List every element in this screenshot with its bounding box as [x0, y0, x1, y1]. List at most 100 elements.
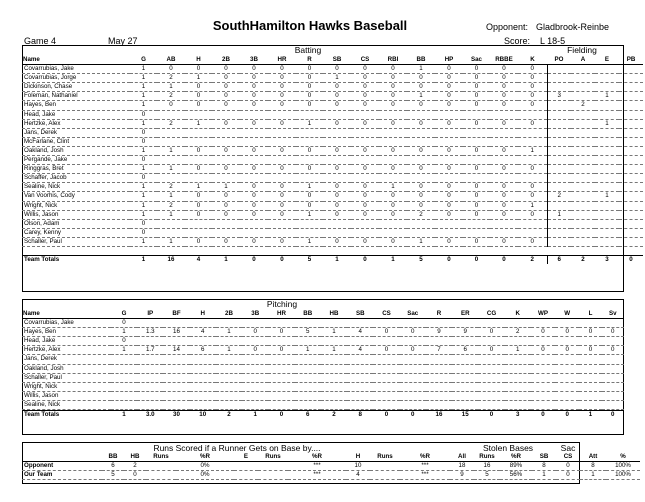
column-header: PB: [619, 56, 643, 66]
stat-cell: 0: [268, 182, 296, 193]
stat-cell: [351, 110, 379, 120]
stat-cell: [571, 201, 595, 211]
stat-cell: [137, 364, 164, 374]
stat-cell: 0: [212, 73, 240, 84]
stat-cell: [571, 64, 595, 75]
stat-cell: 100%: [606, 470, 640, 481]
stat-cell: [571, 155, 595, 166]
stat-cell: 56%: [500, 470, 532, 481]
stat-cell: 0: [555, 345, 580, 356]
stat-cell: 0: [463, 237, 490, 247]
stat-cell: [619, 146, 643, 157]
stat-cell: 1: [130, 82, 157, 93]
stat-cell: [619, 201, 643, 211]
stat-cell: 2: [157, 119, 185, 129]
totals-cell: 4: [185, 254, 212, 265]
stat-cell: 8: [532, 461, 556, 472]
stat-cell: [240, 137, 268, 147]
stat-cell: 0: [242, 345, 269, 356]
stat-cell: [399, 364, 426, 374]
table-row: Covarrubias, Jake 1 0 0 0 0 0 0 0 0 0 1 0 0 0 0: [22, 64, 643, 75]
stat-cell: [435, 128, 463, 138]
stat-cell: [601, 354, 624, 365]
stat-cell: 0: [490, 182, 518, 193]
stat-cell: [619, 228, 643, 238]
stat-cell: [157, 219, 185, 229]
stat-cell: [320, 382, 348, 392]
stat-cell: 0: [379, 100, 407, 111]
stat-cell: 0: [490, 146, 518, 157]
table-row: Olson, Adam 0: [22, 219, 643, 229]
stat-cell: 4: [346, 470, 370, 481]
stat-cell: 0: [407, 201, 435, 211]
stat-cell: [530, 336, 556, 347]
stat-cell: 1: [157, 237, 185, 247]
stat-cell: [452, 373, 479, 383]
stat-cell: 0: [212, 201, 240, 211]
stat-cell: [452, 336, 479, 347]
stat-cell: 0: [435, 73, 463, 84]
stat-cell: [373, 318, 400, 329]
stat-cell: 0: [240, 201, 268, 211]
stat-cell: [619, 210, 643, 220]
stat-cell: [530, 400, 556, 411]
stat-cell: [435, 110, 463, 120]
stat-cell: [407, 110, 435, 120]
stat-cell: 1: [595, 119, 619, 129]
stat-cell: 0: [373, 345, 400, 356]
player-name: Covarrubias, Jake: [22, 64, 130, 75]
column-header: WP: [530, 310, 556, 320]
stat-cell: [347, 318, 374, 329]
stat-cell: 0: [185, 100, 212, 111]
stat-cell: [546, 137, 571, 147]
column-header: Runs: [474, 453, 500, 463]
column-header: [22, 453, 102, 463]
totals-cell: 1: [130, 254, 157, 265]
stat-cell: 0: [296, 146, 323, 157]
totals-cell: 30: [163, 410, 190, 420]
stat-cell: [546, 201, 571, 211]
stat-cell: [379, 110, 407, 120]
stat-cell: [110, 400, 138, 411]
column-header: 3B: [242, 310, 269, 320]
player-name: Opponent: [22, 461, 102, 472]
stat-cell: [595, 100, 619, 111]
stat-cell: [268, 382, 295, 392]
stat-cell: [595, 237, 619, 247]
stat-cell: [425, 391, 453, 401]
stat-cell: 0: [379, 201, 407, 211]
stat-cell: [296, 155, 323, 166]
stat-cell: 0: [212, 164, 240, 175]
column-header: Runs: [258, 453, 288, 463]
totals-label: Team Totals: [22, 410, 111, 420]
stat-cell: [407, 128, 435, 138]
stat-cell: 0: [351, 191, 379, 202]
stat-cell: [546, 110, 571, 120]
totals-cell: 10: [189, 410, 216, 420]
stat-cell: 0: [435, 146, 463, 157]
table-row: Covarrubias, Jorge 1 2 1 0 0 0 0 1 0 0 0 0 0 0 0: [22, 73, 643, 84]
stat-cell: [399, 373, 426, 383]
stat-cell: 4: [189, 327, 216, 338]
stat-cell: [595, 82, 619, 93]
totals-cell: 2: [320, 410, 348, 420]
game-number: Game 4: [24, 36, 57, 46]
stolen-bases-title: Stolen Bases: [482, 443, 534, 453]
table-row: Hayes, Ben 1 0 0 0 0 0 0 0 0 0 0 0 0 0 0 2: [22, 100, 643, 111]
stat-cell: 0%: [176, 470, 234, 481]
stat-cell: [546, 182, 571, 193]
stat-cell: [294, 400, 321, 411]
totals-cell: 3.0: [137, 410, 164, 420]
stat-cell: [268, 110, 296, 120]
stat-cell: [619, 173, 643, 184]
player-name: Schaller, Paul: [22, 373, 111, 383]
stat-cell: [323, 137, 351, 147]
stat-cell: [294, 373, 321, 383]
fielding-section-title: Fielding: [567, 45, 597, 55]
stat-cell: 0: [518, 73, 547, 84]
stat-cell: 0: [323, 164, 351, 175]
stat-cell: 0: [351, 164, 379, 175]
column-header: %R: [288, 453, 346, 463]
stat-cell: 2: [157, 201, 185, 211]
stat-cell: 0: [518, 91, 547, 102]
